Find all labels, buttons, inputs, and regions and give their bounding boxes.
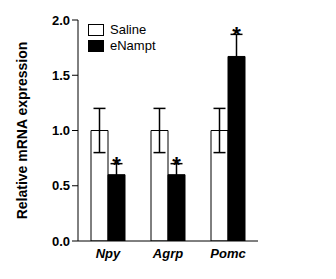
svg-text:1.0: 1.0 — [52, 123, 70, 138]
svg-text:Pomc: Pomc — [210, 246, 246, 261]
svg-text:Relative mRNA expression: Relative mRNA expression — [14, 42, 30, 220]
svg-text:0.5: 0.5 — [52, 178, 70, 193]
html-text:eNampt: eNampt — [110, 38, 156, 53]
svg-text:Npy: Npy — [96, 246, 121, 261]
html-text:Saline: Saline — [110, 22, 147, 37]
svg-text:1.5: 1.5 — [52, 68, 70, 83]
svg-text:0.0: 0.0 — [52, 234, 70, 249]
svg-text:*: * — [112, 152, 121, 177]
svg-text:*: * — [172, 152, 181, 177]
svg-text:2.0: 2.0 — [52, 13, 70, 28]
svg-text:Agrp: Agrp — [152, 246, 183, 261]
svg-text:*: * — [232, 22, 241, 47]
